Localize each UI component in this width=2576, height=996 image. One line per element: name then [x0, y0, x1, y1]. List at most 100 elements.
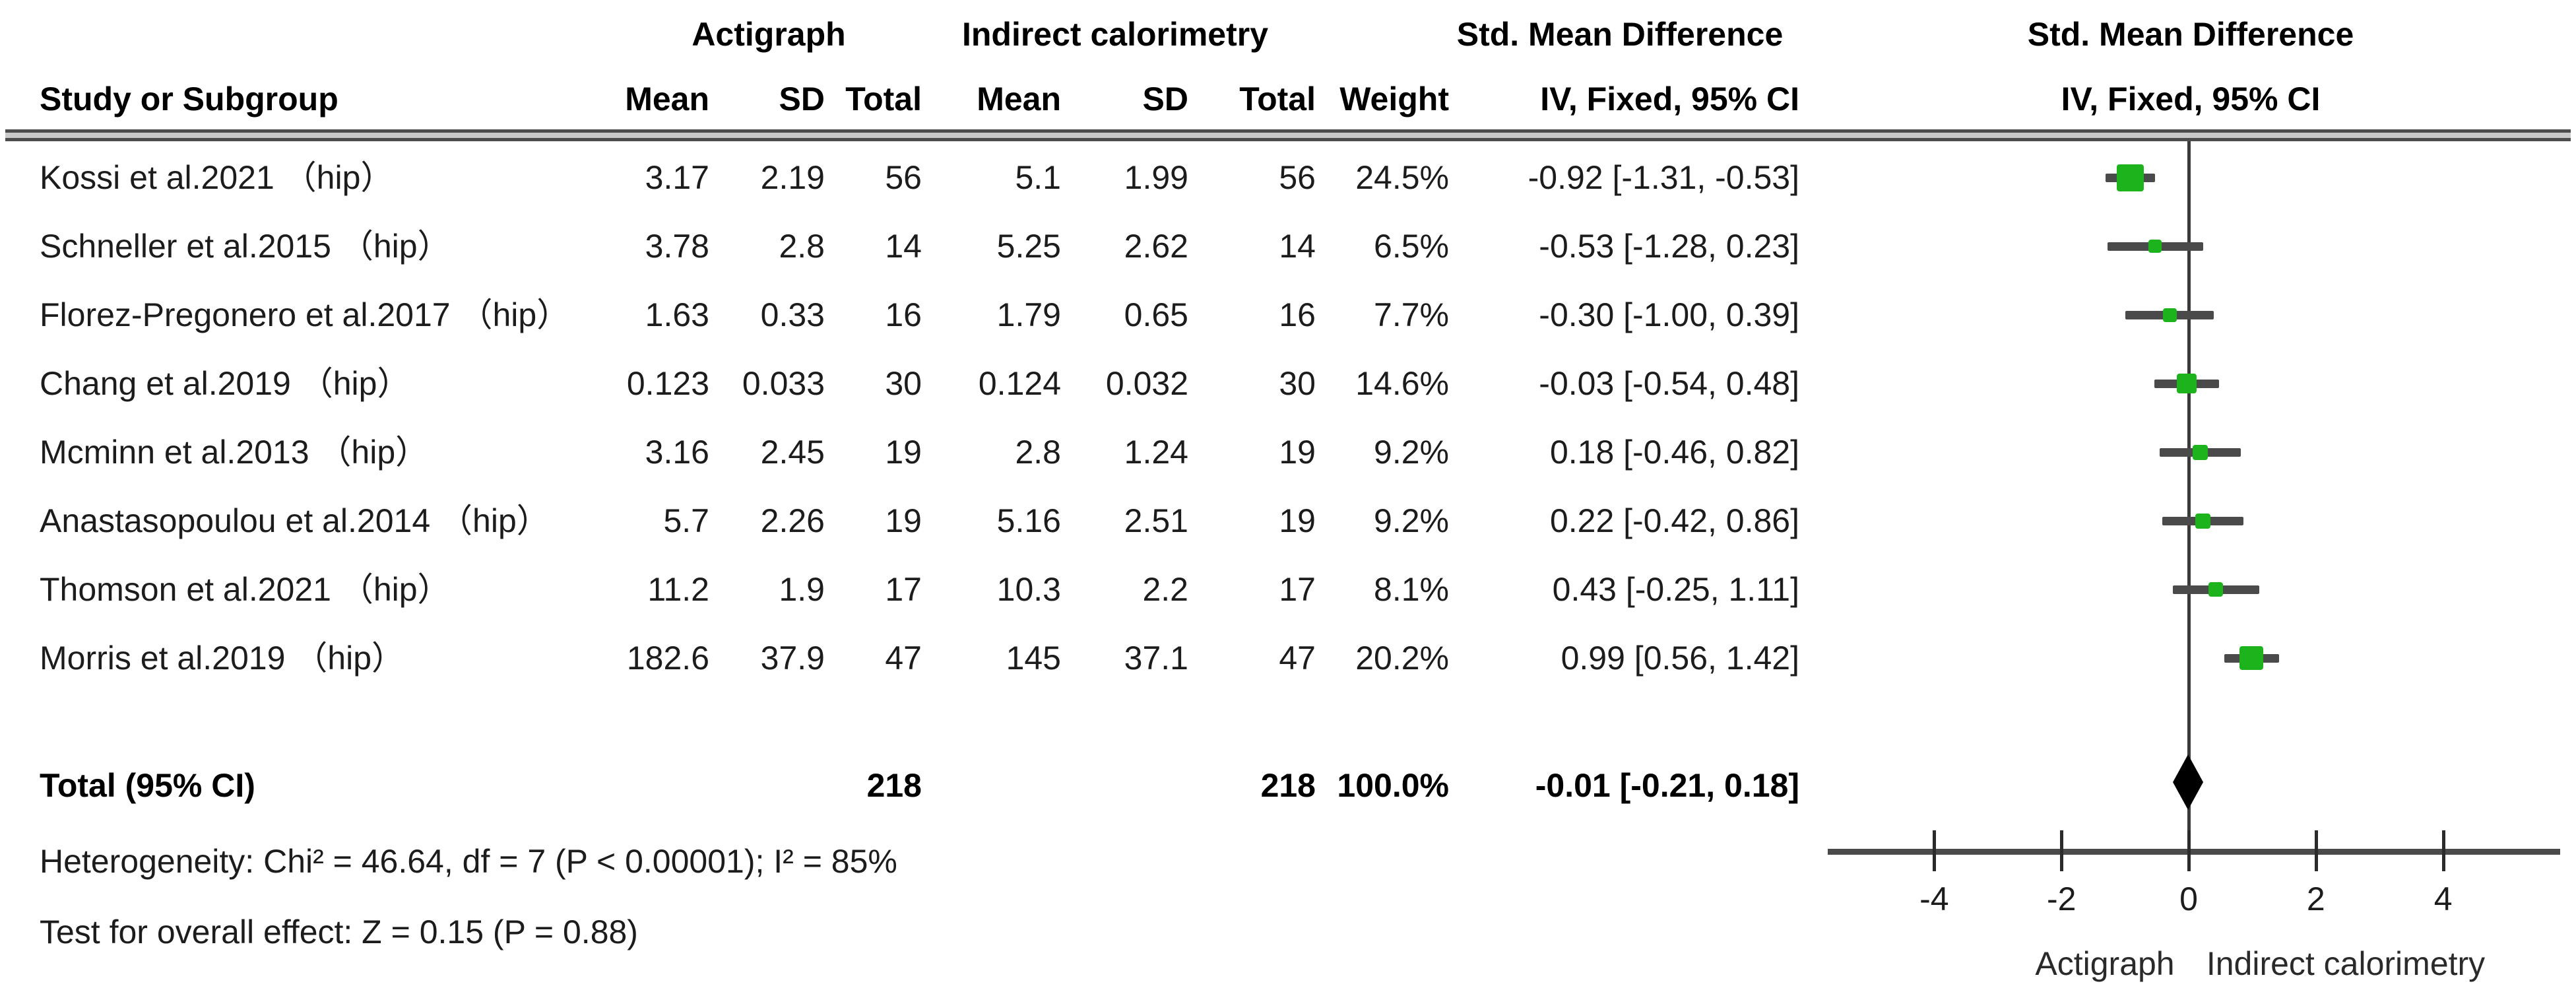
axis-tick-label: -2 — [2046, 880, 2077, 917]
cell-mean2: 2.8 — [1015, 434, 1061, 471]
cell-ci: 0.43 [-0.25, 1.11] — [1552, 571, 1799, 608]
weight-header: Weight — [1339, 81, 1449, 117]
total-row-total2: 218 — [1260, 767, 1316, 804]
effect-column-title: Std. Mean Difference — [1456, 16, 1784, 53]
cell-sd1: 2.45 — [760, 434, 825, 471]
cell-sd1: 2.8 — [779, 228, 825, 265]
cell-mean1: 182.6 — [626, 640, 709, 677]
cell-total1: 56 — [885, 159, 922, 196]
cell-ci: -0.92 [-1.31, -0.53] — [1528, 159, 1799, 196]
total-row-label: Total (95% CI) — [40, 767, 255, 804]
cell-mean1: 5.7 — [663, 502, 709, 539]
cell-total1: 17 — [885, 571, 922, 608]
study-name: Florez-Pregonero et al.2017 （hip） — [40, 296, 570, 333]
cell-weight: 9.2% — [1374, 434, 1449, 471]
axis-tick-label: 0 — [2179, 880, 2198, 917]
effect-square — [2195, 513, 2210, 529]
cell-total2: 56 — [1279, 159, 1316, 196]
heterogeneity-stat: Heterogeneity: Chi² = 46.64, df = 7 (P <… — [40, 843, 897, 880]
mean1-header: Mean — [625, 81, 709, 117]
study-name: Morris et al.2019 （hip） — [40, 640, 405, 677]
plot-column-subheader: IV, Fixed, 95% CI — [2061, 81, 2321, 117]
cell-mean2: 5.25 — [996, 228, 1061, 265]
axis-tick-label: 4 — [2433, 880, 2453, 917]
cell-sd2: 2.51 — [1124, 502, 1188, 539]
cell-sd1: 2.26 — [760, 502, 825, 539]
cell-mean1: 3.16 — [645, 434, 709, 471]
study-name: Schneller et al.2015 （hip） — [40, 228, 451, 265]
study-column-header: Study or Subgroup — [40, 81, 338, 117]
cell-sd1: 2.19 — [760, 159, 825, 196]
cell-mean2: 0.124 — [978, 365, 1061, 402]
effect-square — [2148, 240, 2162, 253]
cell-total2: 16 — [1279, 296, 1316, 333]
cell-total1: 19 — [885, 502, 922, 539]
cell-mean1: 1.63 — [645, 296, 709, 333]
cell-ci: -0.30 [-1.00, 0.39] — [1539, 296, 1799, 333]
cell-sd2: 0.65 — [1124, 296, 1188, 333]
cell-weight: 9.2% — [1374, 502, 1449, 539]
axis-tick-label: 2 — [2306, 880, 2325, 917]
cell-sd2: 37.1 — [1124, 640, 1188, 677]
sd1-header: SD — [779, 81, 825, 117]
total2-header: Total — [1239, 81, 1316, 117]
axis-tick — [2314, 830, 2318, 871]
cell-weight: 8.1% — [1374, 571, 1449, 608]
cell-sd2: 1.99 — [1124, 159, 1188, 196]
study-name: Thomson et al.2021 （hip） — [40, 571, 451, 608]
cell-weight: 7.7% — [1374, 296, 1449, 333]
cell-total1: 47 — [885, 640, 922, 677]
header-rule — [5, 129, 2571, 141]
cell-ci: -0.53 [-1.28, 0.23] — [1539, 228, 1799, 265]
axis-tick — [2441, 830, 2445, 871]
cell-mean2: 10.3 — [996, 571, 1061, 608]
mean2-header: Mean — [977, 81, 1061, 117]
cell-total1: 14 — [885, 228, 922, 265]
cell-weight: 14.6% — [1355, 365, 1449, 402]
cell-mean1: 3.78 — [645, 228, 709, 265]
cell-weight: 6.5% — [1374, 228, 1449, 265]
study-name: Mcminn et al.2013 （hip） — [40, 434, 429, 471]
cell-mean1: 0.123 — [626, 365, 709, 402]
axis-tick-label: -4 — [1919, 880, 1949, 917]
cell-mean1: 3.17 — [645, 159, 709, 196]
cell-sd1: 0.033 — [742, 365, 825, 402]
cell-sd1: 0.33 — [760, 296, 825, 333]
study-name: Anastasopoulou et al.2014 （hip） — [40, 502, 550, 539]
x-axis-line — [1828, 849, 2560, 855]
cell-total2: 30 — [1279, 365, 1316, 402]
overall-effect-stat: Test for overall effect: Z = 0.15 (P = 0… — [40, 913, 638, 950]
effect-square — [2239, 646, 2264, 670]
cell-sd1: 37.9 — [760, 640, 825, 677]
cell-mean2: 5.1 — [1015, 159, 1061, 196]
cell-ci: 0.22 [-0.42, 0.86] — [1549, 502, 1799, 539]
cell-sd1: 1.9 — [779, 571, 825, 608]
effect-square — [2192, 444, 2208, 460]
cell-ci: 0.99 [0.56, 1.42] — [1561, 640, 1799, 677]
total1-header: Total — [845, 81, 922, 117]
axis-tick — [2060, 830, 2064, 871]
cell-ci: -0.03 [-0.54, 0.48] — [1539, 365, 1799, 402]
effect-square — [2208, 582, 2224, 597]
cell-mean2: 145 — [1006, 640, 1061, 677]
total-row-weight: 100.0% — [1337, 767, 1449, 804]
cell-total1: 30 — [885, 365, 922, 402]
cell-total2: 19 — [1279, 434, 1316, 471]
cell-sd2: 2.2 — [1142, 571, 1188, 608]
cell-mean2: 1.79 — [996, 296, 1061, 333]
cell-total2: 19 — [1279, 502, 1316, 539]
total-row-ci: -0.01 [-0.21, 0.18] — [1535, 767, 1799, 804]
cell-sd2: 1.24 — [1124, 434, 1188, 471]
axis-tick — [1933, 830, 1937, 871]
cell-total2: 14 — [1279, 228, 1316, 265]
axis-right-label: Indirect calorimetry — [2206, 945, 2486, 982]
effect-square — [2177, 374, 2197, 393]
group-header-indirect-calorimetry: Indirect calorimetry — [961, 16, 1269, 53]
axis-tick — [2187, 830, 2191, 871]
cell-sd2: 0.032 — [1105, 365, 1188, 402]
total-diamond — [2173, 754, 2204, 810]
cell-mean1: 11.2 — [647, 571, 709, 608]
cell-weight: 24.5% — [1355, 159, 1449, 196]
total-row-total1: 218 — [866, 767, 922, 804]
